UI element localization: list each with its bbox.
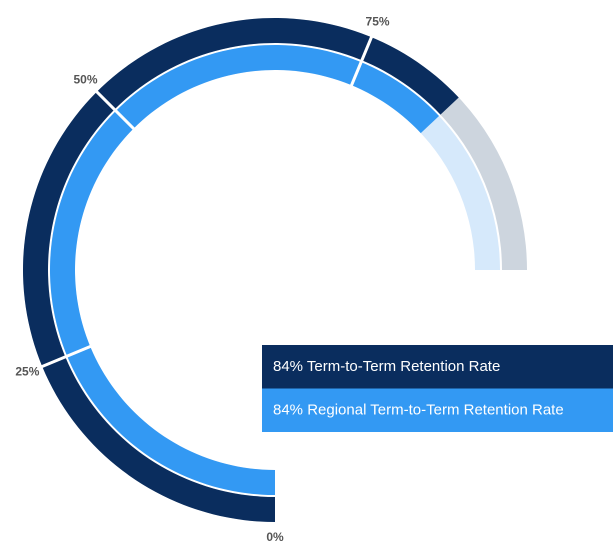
tick-separator [38,344,94,369]
legend-label: 84% Term-to-Term Retention Rate [273,358,500,375]
legend-box [262,388,613,432]
tick-label: 50% [73,73,97,87]
tick-separator [93,88,137,132]
radial-bar [50,45,440,496]
legend-label: 84% Regional Term-to-Term Retention Rate [273,401,564,418]
tick-label: 25% [15,365,39,379]
tick-label: 0% [266,530,284,544]
radial-bar [23,18,459,523]
legend-box [262,345,613,389]
tick-separator [349,33,374,89]
tick-label: 75% [366,15,390,29]
